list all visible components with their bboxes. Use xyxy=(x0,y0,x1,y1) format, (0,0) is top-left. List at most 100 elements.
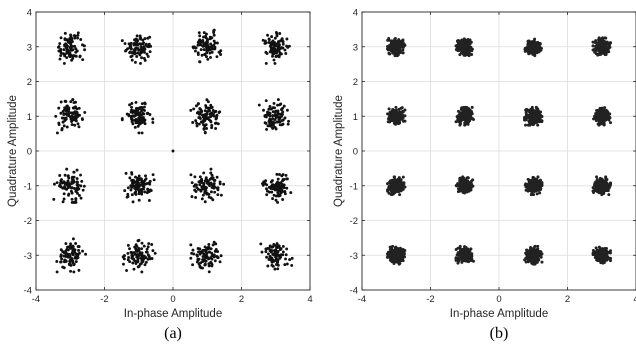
data-point xyxy=(145,247,149,251)
data-point xyxy=(126,192,130,196)
data-point xyxy=(55,270,59,274)
data-point xyxy=(135,249,139,253)
data-point xyxy=(150,257,154,260)
data-points xyxy=(52,28,294,274)
data-point xyxy=(218,50,221,54)
data-point xyxy=(468,47,472,51)
data-point xyxy=(456,187,460,191)
data-point xyxy=(59,47,63,51)
data-point xyxy=(388,255,392,259)
data-point xyxy=(200,197,204,201)
data-point xyxy=(197,102,200,106)
data-point xyxy=(142,244,146,248)
data-point xyxy=(458,44,462,48)
data-point xyxy=(151,117,155,121)
data-point xyxy=(460,253,464,257)
data-point xyxy=(401,38,405,42)
data-point xyxy=(61,200,65,204)
data-point xyxy=(197,122,201,126)
data-point xyxy=(63,31,67,35)
data-point xyxy=(203,191,207,195)
data-point xyxy=(398,49,402,53)
data-point xyxy=(599,247,603,251)
data-point xyxy=(286,122,290,126)
data-point xyxy=(213,249,217,253)
data-point xyxy=(596,253,600,257)
data-point xyxy=(192,107,196,111)
data-point xyxy=(276,200,280,204)
data-point xyxy=(218,260,222,264)
data-point xyxy=(271,117,275,120)
data-point xyxy=(272,253,276,257)
data-point xyxy=(213,259,217,263)
data-point xyxy=(283,48,287,52)
data-point xyxy=(147,199,151,202)
data-point xyxy=(79,173,82,177)
data-point xyxy=(195,121,199,125)
data-point xyxy=(401,185,405,189)
data-point xyxy=(464,111,468,115)
data-point xyxy=(83,110,87,114)
data-point xyxy=(59,111,63,115)
data-point xyxy=(210,251,214,255)
data-point xyxy=(148,179,152,183)
data-point xyxy=(591,40,595,44)
data-point xyxy=(281,244,285,248)
y-tick-label: 4 xyxy=(27,8,32,19)
data-point xyxy=(266,252,270,256)
data-point xyxy=(266,33,270,37)
data-point xyxy=(464,120,468,124)
data-point xyxy=(538,251,542,255)
data-point xyxy=(212,33,216,37)
data-point xyxy=(71,237,75,241)
data-point xyxy=(212,114,216,118)
y-tick-label: -1 xyxy=(24,181,32,192)
data-point xyxy=(63,37,67,41)
data-point xyxy=(67,106,71,110)
data-point xyxy=(395,54,399,58)
data-point xyxy=(127,255,131,259)
data-point xyxy=(208,37,212,41)
data-point xyxy=(388,117,392,121)
data-point xyxy=(279,191,283,195)
data-point xyxy=(524,123,528,127)
data-point xyxy=(605,109,609,113)
data-point xyxy=(203,42,207,46)
data-point xyxy=(74,119,78,123)
data-point xyxy=(141,42,145,46)
data-point xyxy=(595,178,599,182)
data-point xyxy=(403,108,407,112)
data-point xyxy=(140,253,144,257)
data-point xyxy=(211,243,215,247)
data-point xyxy=(608,121,612,125)
data-point xyxy=(58,174,62,177)
data-point xyxy=(393,116,397,120)
data-point xyxy=(598,122,602,126)
data-point xyxy=(132,180,136,184)
data-point xyxy=(396,115,400,119)
data-point xyxy=(267,120,271,123)
data-point xyxy=(62,112,66,116)
data-point xyxy=(70,180,74,183)
data-point xyxy=(266,264,270,268)
data-point xyxy=(273,49,277,53)
data-point xyxy=(70,186,74,190)
data-point xyxy=(136,124,140,128)
data-point xyxy=(201,266,205,270)
data-point xyxy=(56,45,60,49)
data-point xyxy=(72,270,76,274)
data-point xyxy=(210,254,214,258)
data-point xyxy=(208,112,212,116)
data-point xyxy=(261,182,264,186)
data-point xyxy=(454,247,458,251)
data-point xyxy=(401,48,405,52)
data-point xyxy=(394,105,398,109)
data-point xyxy=(81,58,85,62)
data-point xyxy=(273,47,277,51)
data-point xyxy=(540,181,544,185)
data-point xyxy=(67,52,71,56)
data-point xyxy=(390,113,394,117)
data-point xyxy=(205,32,208,36)
data-point xyxy=(143,108,146,112)
